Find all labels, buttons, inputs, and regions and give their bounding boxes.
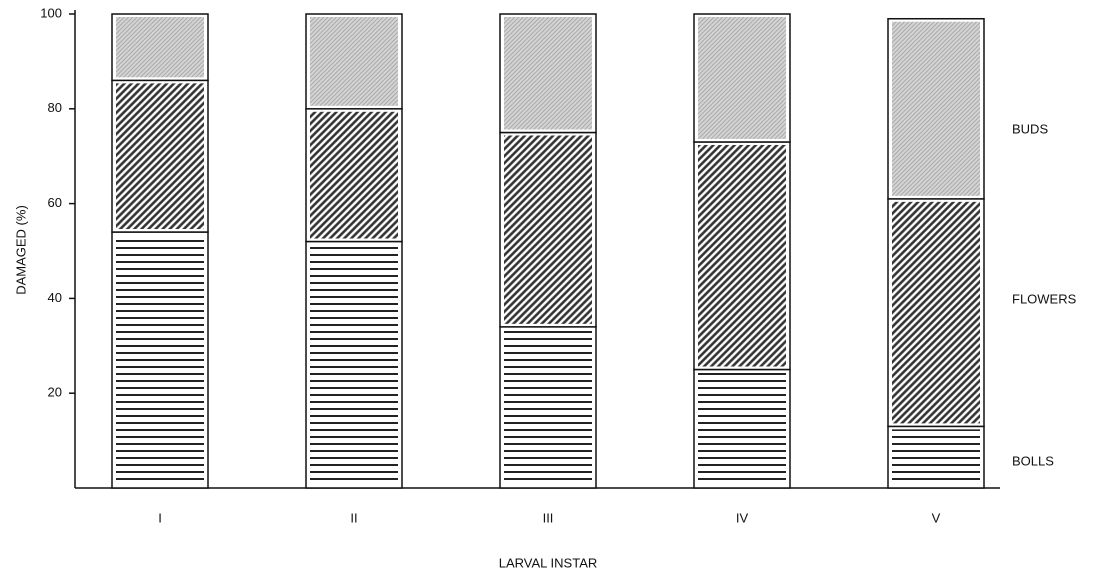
x-tick-label: IV xyxy=(736,510,749,525)
bar-segment-fill xyxy=(698,17,786,139)
bar-segment-fill xyxy=(504,135,592,324)
x-tick-label: I xyxy=(158,510,162,525)
x-tick-label: III xyxy=(543,510,554,525)
y-tick-label: 20 xyxy=(48,385,62,400)
bar-segment-fill xyxy=(310,111,398,239)
bar-segment-fill xyxy=(504,329,592,485)
bar-segment-fill xyxy=(116,17,204,78)
bar-segment-fill xyxy=(892,201,980,424)
bar-segment-fill xyxy=(310,17,398,106)
legend-label: BOLLS xyxy=(1012,453,1054,468)
x-tick-label: II xyxy=(350,510,357,525)
y-axis-label: DAMAGED (%) xyxy=(13,205,28,295)
bar-segment-fill xyxy=(698,144,786,367)
legend-label: FLOWERS xyxy=(1012,291,1077,306)
y-tick-label: 100 xyxy=(40,5,62,20)
y-tick-label: 80 xyxy=(48,100,62,115)
y-tick-label: 40 xyxy=(48,290,62,305)
x-tick-label: V xyxy=(932,510,941,525)
bar-segment-fill xyxy=(116,83,204,230)
bar-segment-fill xyxy=(892,429,980,485)
bar-segment-fill xyxy=(698,372,786,485)
bar-segment-fill xyxy=(892,21,980,196)
y-tick-label: 60 xyxy=(48,195,62,210)
x-axis-label: LARVAL INSTAR xyxy=(499,555,598,570)
bar-segment-fill xyxy=(116,235,204,485)
bar-segment-fill xyxy=(310,244,398,485)
legend-label: BUDS xyxy=(1012,121,1048,136)
bar-segment-fill xyxy=(504,17,592,130)
